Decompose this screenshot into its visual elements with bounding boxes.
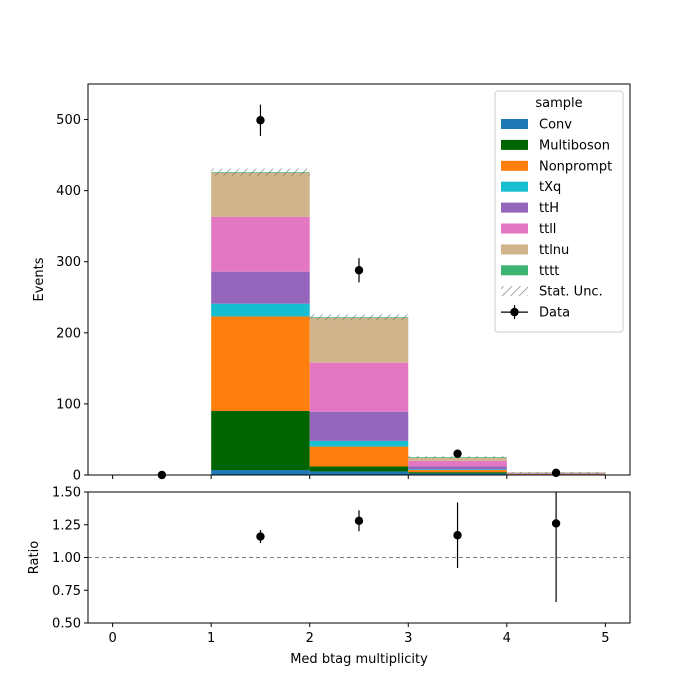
y-tick-label: 200 bbox=[56, 326, 81, 341]
x-axis-title: Med btag multiplicity bbox=[290, 652, 428, 667]
ratio-y-tick-label: 1.25 bbox=[52, 518, 81, 533]
legend-label-ttlnu: ttlnu bbox=[539, 243, 569, 258]
bar-conv-bin-2 bbox=[309, 471, 409, 475]
legend-label-conv: Conv bbox=[539, 118, 572, 133]
bar-nonprompt-bin-1 bbox=[211, 316, 310, 412]
bar-multiboson-bin-1 bbox=[211, 411, 310, 471]
data-point bbox=[453, 449, 462, 458]
main-axes-frame bbox=[87, 83, 631, 476]
legend-swatch-multiboson bbox=[501, 139, 528, 150]
legend-label-stat-unc: Stat. Unc. bbox=[539, 285, 603, 300]
legend-label-tth: ttH bbox=[539, 201, 559, 216]
legend-swatch-stat-unc bbox=[501, 286, 528, 297]
data-point bbox=[551, 468, 561, 478]
y-axis-title-events: Events bbox=[32, 257, 47, 301]
x-tick-label: 1 bbox=[207, 631, 215, 646]
bar-conv-bin-1 bbox=[211, 470, 310, 475]
bar-nonprompt-bin-2 bbox=[309, 446, 409, 467]
bar-ttll-bin-1 bbox=[211, 216, 310, 272]
legend-label-ttll: ttll bbox=[539, 222, 556, 237]
ratio-point bbox=[354, 516, 364, 526]
legend-label-multiboson: Multiboson bbox=[539, 138, 610, 153]
x-tick-label: 3 bbox=[404, 631, 412, 646]
legend-swatch-txq bbox=[501, 181, 528, 192]
y-tick-label: 100 bbox=[56, 397, 81, 412]
legend-label-data: Data bbox=[539, 306, 570, 321]
legend-label-tttt: tttt bbox=[539, 264, 559, 279]
bar-ttlnu-bin-2 bbox=[309, 317, 409, 363]
bar-multiboson-bin-2 bbox=[309, 466, 409, 472]
y-tick-label: 500 bbox=[56, 113, 81, 128]
bar-ttll-bin-2 bbox=[309, 362, 409, 412]
bar-ttlnu-bin-1 bbox=[211, 172, 310, 217]
bar-multiboson-bin-3 bbox=[408, 472, 507, 474]
legend-swatch-nonprompt bbox=[501, 160, 528, 171]
bar-txq-bin-2 bbox=[309, 440, 409, 447]
stat-unc-band-bin-2 bbox=[309, 314, 409, 321]
ratio-panel: 0.50 0.75 1.00 1.25 1.50 0 1 2 3 4 5 bbox=[52, 486, 631, 646]
x-tick-label: 2 bbox=[306, 631, 314, 646]
x-tick-label: 4 bbox=[503, 631, 511, 646]
bar-nonprompt-bin-3 bbox=[408, 470, 507, 473]
bar-tth-bin-3 bbox=[408, 466, 507, 470]
ratio-point bbox=[256, 532, 265, 541]
y-axis-title-ratio: Ratio bbox=[27, 541, 42, 574]
bar-tth-bin-1 bbox=[211, 271, 310, 304]
x-tick-label: 5 bbox=[601, 631, 609, 646]
y-tick-label: 300 bbox=[56, 255, 81, 270]
legend: sample Conv Multiboson Nonprompt tXq ttH ttll t… bbox=[494, 90, 624, 333]
ratio-y-tick-label: 0.75 bbox=[52, 584, 81, 599]
legend-label-nonprompt: Nonprompt bbox=[539, 159, 612, 174]
data-point bbox=[354, 266, 364, 275]
y-tick-label: 400 bbox=[56, 184, 81, 199]
legend-swatch-tttt bbox=[501, 265, 528, 276]
legend-swatch-ttlnu bbox=[501, 244, 528, 255]
main-panel: 0 100 200 300 400 500 bbox=[56, 83, 631, 484]
legend-data-marker bbox=[510, 307, 519, 317]
bar-tth-bin-2 bbox=[309, 411, 409, 441]
ratio-point bbox=[551, 519, 561, 528]
bar-txq-bin-3 bbox=[408, 469, 507, 471]
ratio-y-tick-label: 1.50 bbox=[52, 486, 81, 501]
y-tick-label: 0 bbox=[73, 469, 81, 484]
legend-label-txq: tXq bbox=[539, 180, 561, 195]
legend-swatch-tth bbox=[501, 202, 528, 213]
bar-ttll-bin-3 bbox=[408, 460, 507, 467]
legend-swatch-ttll bbox=[501, 223, 528, 234]
data-point bbox=[256, 116, 265, 125]
ratio-y-tick-label: 1.00 bbox=[52, 551, 81, 566]
ratio-point bbox=[453, 531, 462, 540]
ratio-y-tick-label: 0.50 bbox=[52, 617, 81, 632]
x-tick-label: 0 bbox=[108, 631, 116, 646]
legend-title: sample bbox=[535, 96, 582, 111]
bar-ttlnu-bin-3 bbox=[408, 457, 507, 461]
legend-swatch-conv bbox=[501, 119, 528, 129]
bar-conv-bin-3 bbox=[408, 473, 507, 475]
bar-txq-bin-1 bbox=[211, 303, 310, 317]
stat-unc-band-bin-1 bbox=[211, 168, 310, 176]
